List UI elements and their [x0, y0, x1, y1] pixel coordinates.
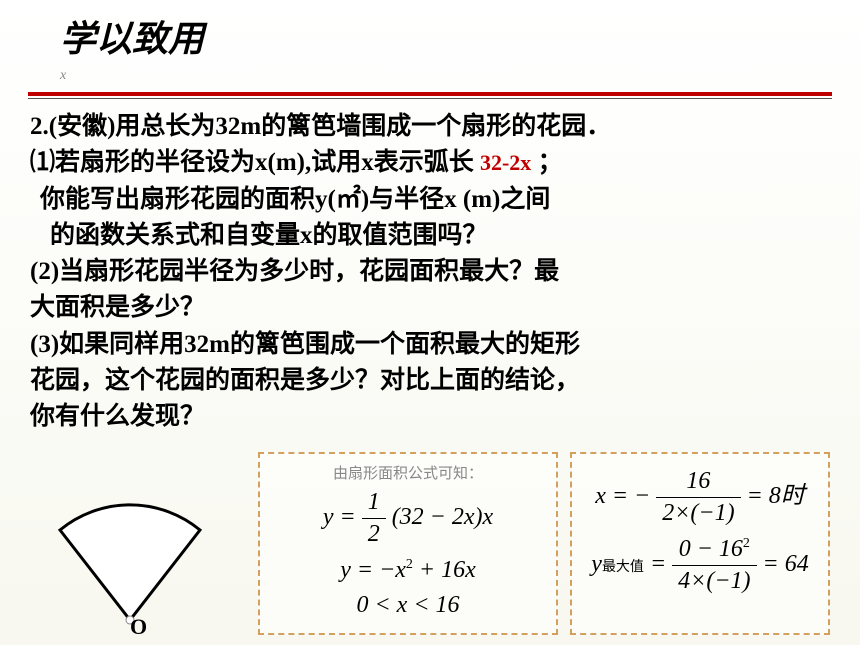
b2e1-rhs: = 8时 — [747, 483, 805, 509]
math-box-2: x = − 16 2×(−1) = 8时 y最大值 = 0 − 162 4×(−… — [570, 452, 830, 635]
content-area: 2.(安徽)用总长为32m的篱笆墙围成一个扇形的花园． ⑴若扇形的半径设为x(m… — [0, 109, 860, 435]
arc-answer: 32-2x — [480, 150, 531, 175]
b2e2-top-sup: 2 — [743, 536, 750, 551]
problem-stem: 2.(安徽)用总长为32m的篱笆墙围成一个扇形的花园． — [30, 109, 830, 145]
origin-label: O — [130, 614, 147, 640]
b2e1-lhs: x = − — [595, 483, 650, 509]
b2e1-top: 16 — [656, 466, 740, 498]
b2e2-bot: 4×(−1) — [672, 566, 756, 597]
q2-line-a: (2)当扇形花园半径为多少时，花园面积最大？最 — [30, 254, 830, 290]
eq2-a: y = −x — [340, 557, 406, 583]
b2e2-sub: 最大值 — [602, 560, 644, 575]
box2-eq1: x = − 16 2×(−1) = 8时 — [586, 466, 814, 529]
box2-eq2: y最大值 = 0 − 162 4×(−1) = 64 — [586, 534, 814, 597]
eq1-frac-bot: 2 — [362, 519, 386, 550]
red-underline — [28, 92, 832, 96]
eq1-frac: 1 2 — [362, 487, 386, 550]
math-boxes: 由扇形面积公式可知： y = 1 2 (32 − 2x)x y = −x2 + … — [258, 452, 830, 635]
b2e2-frac: 0 − 162 4×(−1) — [672, 534, 756, 597]
box1-hint: 由扇形面积公式可知： — [274, 462, 542, 483]
thin-underline — [28, 98, 832, 99]
lower-area: O 由扇形面积公式可知： y = 1 2 (32 − 2x)x y = −x2 … — [30, 452, 830, 635]
q3-line-b: 花园，这个花园的面积是多少？对比上面的结论， — [30, 363, 830, 399]
q1-line-b: 你能写出扇形花园的面积y(㎡)与半径x (m)之间 — [30, 182, 830, 218]
q2-line-b: 大面积是多少？ — [30, 290, 830, 326]
box1-eq2: y = −x2 + 16x — [274, 555, 542, 586]
eq1-lhs: y = — [323, 504, 356, 530]
b2e2-mid: = — [644, 551, 672, 577]
box1-eq3: 0 < x < 16 — [274, 590, 542, 621]
b2e1-bot: 2×(−1) — [656, 498, 740, 529]
eq1-rhs: (32 − 2x)x — [392, 504, 493, 530]
b2e2-lhs: y — [591, 551, 602, 577]
q3-line-a: (3)如果同样用32m的篱笆围成一个面积最大的矩形 — [30, 327, 830, 363]
page-title: 学以致用 — [60, 10, 860, 62]
box1-eq1: y = 1 2 (32 − 2x)x — [274, 487, 542, 550]
b2e1-frac: 16 2×(−1) — [656, 466, 740, 529]
sector-diagram: O — [30, 470, 248, 635]
eq1-frac-top: 1 — [362, 487, 386, 519]
b2e2-rhs: = 64 — [763, 551, 809, 577]
q1a-end: ； — [538, 149, 563, 176]
eq2-tail: + 16x — [413, 557, 476, 583]
eq2-sup: 2 — [406, 557, 413, 572]
q1a-text: ⑴若扇形的半径设为x(m),试用x表示弧长 — [30, 149, 474, 176]
sub-x-decor: x — [60, 68, 66, 83]
q1-line-c: 的函数关系式和自变量x的取值范围吗？ — [30, 218, 830, 254]
b2e2-top: 0 − 162 — [672, 534, 756, 566]
q3-line-c: 你有什么发现？ — [30, 399, 830, 435]
q1-line-a: ⑴若扇形的半径设为x(m),试用x表示弧长 32-2x ； — [30, 145, 830, 181]
math-box-1: 由扇形面积公式可知： y = 1 2 (32 − 2x)x y = −x2 + … — [258, 452, 558, 635]
